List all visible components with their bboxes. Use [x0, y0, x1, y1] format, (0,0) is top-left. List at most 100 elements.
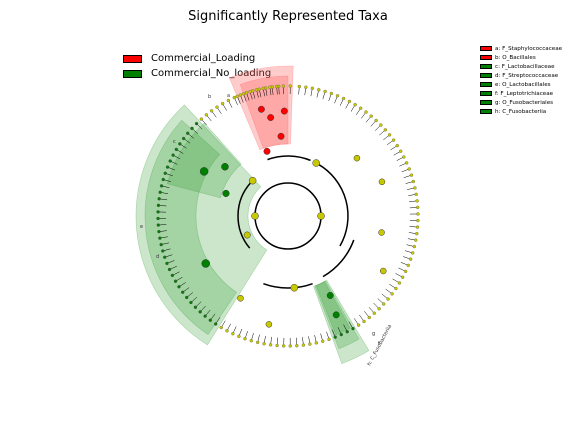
clade-key-item: g: O_Fusobacteriales — [480, 98, 562, 107]
clade-key: a: F_Staphylococcaceae b: O_Bacillales c… — [480, 44, 562, 116]
leaf-node — [415, 231, 419, 236]
leaf-node — [411, 179, 415, 184]
internal-node — [378, 178, 386, 186]
leaf-node — [414, 192, 418, 196]
clade-swatch — [480, 73, 492, 78]
sector-label-b: b — [208, 94, 211, 100]
leaf-node — [406, 263, 410, 267]
legend-item-loading: Commercial_Loading — [123, 51, 271, 66]
sector-label-g: g — [372, 331, 375, 337]
leaf-node — [367, 315, 371, 320]
shade-leptotrichiaceae — [315, 281, 351, 336]
leaf-node — [238, 93, 243, 97]
leaf-node — [329, 91, 334, 96]
leaf-node — [415, 199, 419, 203]
sector-label-f: f — [378, 341, 380, 347]
leaf-node — [288, 84, 292, 88]
shade-lactobacillaceae — [166, 122, 242, 199]
shade-lactobacillales — [135, 104, 268, 346]
internal-node — [257, 105, 265, 113]
clade-key-label: d: F_Streptococcaceae — [495, 72, 559, 79]
leaf-node — [158, 190, 162, 194]
leaf-node — [347, 99, 352, 104]
leaf-node — [181, 136, 186, 141]
leaf-node — [235, 94, 239, 98]
leaf-node — [390, 292, 394, 296]
sector-label-a: a — [227, 93, 230, 99]
leaf-node — [159, 242, 163, 247]
leaf-node — [304, 85, 308, 89]
internal-node — [199, 167, 209, 176]
internal-node — [248, 176, 257, 185]
leaf-node — [369, 114, 373, 118]
leaf-node — [248, 90, 252, 94]
leaf-node — [181, 290, 185, 294]
leaf-node — [386, 297, 390, 301]
leaf-node — [333, 335, 337, 339]
leaf-node — [341, 96, 346, 101]
leaf-node — [157, 229, 161, 234]
leaf-node — [165, 261, 169, 266]
internal-node — [221, 162, 229, 171]
leaf-node — [156, 216, 160, 221]
leaf-node — [275, 84, 279, 89]
sector-label-c: c — [173, 139, 176, 145]
legend-swatch-green — [123, 69, 142, 78]
leaf-node — [237, 334, 241, 339]
internal-node — [243, 231, 251, 239]
leaf-node — [408, 257, 413, 261]
leaf-node — [231, 332, 235, 336]
internal-node — [251, 212, 259, 220]
leaf-node — [351, 326, 355, 331]
clade-key-item: d: F_Streptococcaceae — [480, 71, 562, 80]
leaf-node — [173, 279, 178, 283]
bacteroidetes-arc — [322, 239, 355, 278]
internal-node — [353, 154, 361, 162]
leaf-node — [297, 84, 301, 89]
shade-streptococcaceae — [144, 119, 237, 335]
leaf-node — [159, 184, 164, 188]
leaf-node — [295, 344, 299, 348]
proteobacteria-arc — [317, 163, 349, 247]
leaf-node — [345, 330, 349, 334]
leaf-node — [193, 305, 198, 309]
legend-item-no-loading: Commercial_No_loading — [123, 66, 271, 81]
clade-key-item: c: F_Lactobacillaceae — [480, 62, 562, 71]
internal-node — [277, 132, 285, 140]
leaf-node — [339, 332, 343, 337]
leaf-node — [161, 249, 165, 253]
leaf-node — [301, 343, 306, 347]
clade-key-item: e: O_Lactobacillales — [480, 80, 562, 89]
leaf-node — [219, 325, 223, 330]
actinobacteria-arc — [263, 282, 313, 289]
leaf-node — [254, 88, 259, 92]
leaf-node — [198, 310, 202, 314]
internal-node — [222, 189, 230, 197]
leaf-node — [167, 267, 172, 272]
leaf-node — [310, 86, 315, 90]
leaf-node — [208, 318, 212, 322]
leaf-node — [163, 255, 167, 259]
leaf-node — [414, 238, 418, 242]
leaf-node — [171, 153, 175, 157]
internal-node — [265, 321, 273, 328]
leaf-node — [186, 131, 190, 135]
leaf-node — [416, 212, 420, 216]
legend-label: Commercial_No_loading — [151, 68, 272, 79]
sector-label-d: d — [156, 254, 159, 260]
internal-node — [312, 159, 320, 167]
leaf-node — [372, 311, 376, 315]
firmicutes-arc — [237, 182, 252, 249]
leaf-node — [268, 343, 273, 347]
leaf-node — [288, 344, 292, 348]
leaf-node — [317, 88, 321, 92]
leaf-node — [203, 314, 207, 318]
internal-node — [317, 212, 325, 220]
shade-staphylococcaceae — [239, 75, 289, 149]
sector-label-e: e — [140, 224, 143, 230]
leaf-node — [215, 105, 219, 109]
internal-node — [263, 147, 271, 155]
leaf-node — [382, 302, 386, 306]
leaf-node — [407, 167, 411, 171]
leaf-node — [397, 281, 402, 285]
